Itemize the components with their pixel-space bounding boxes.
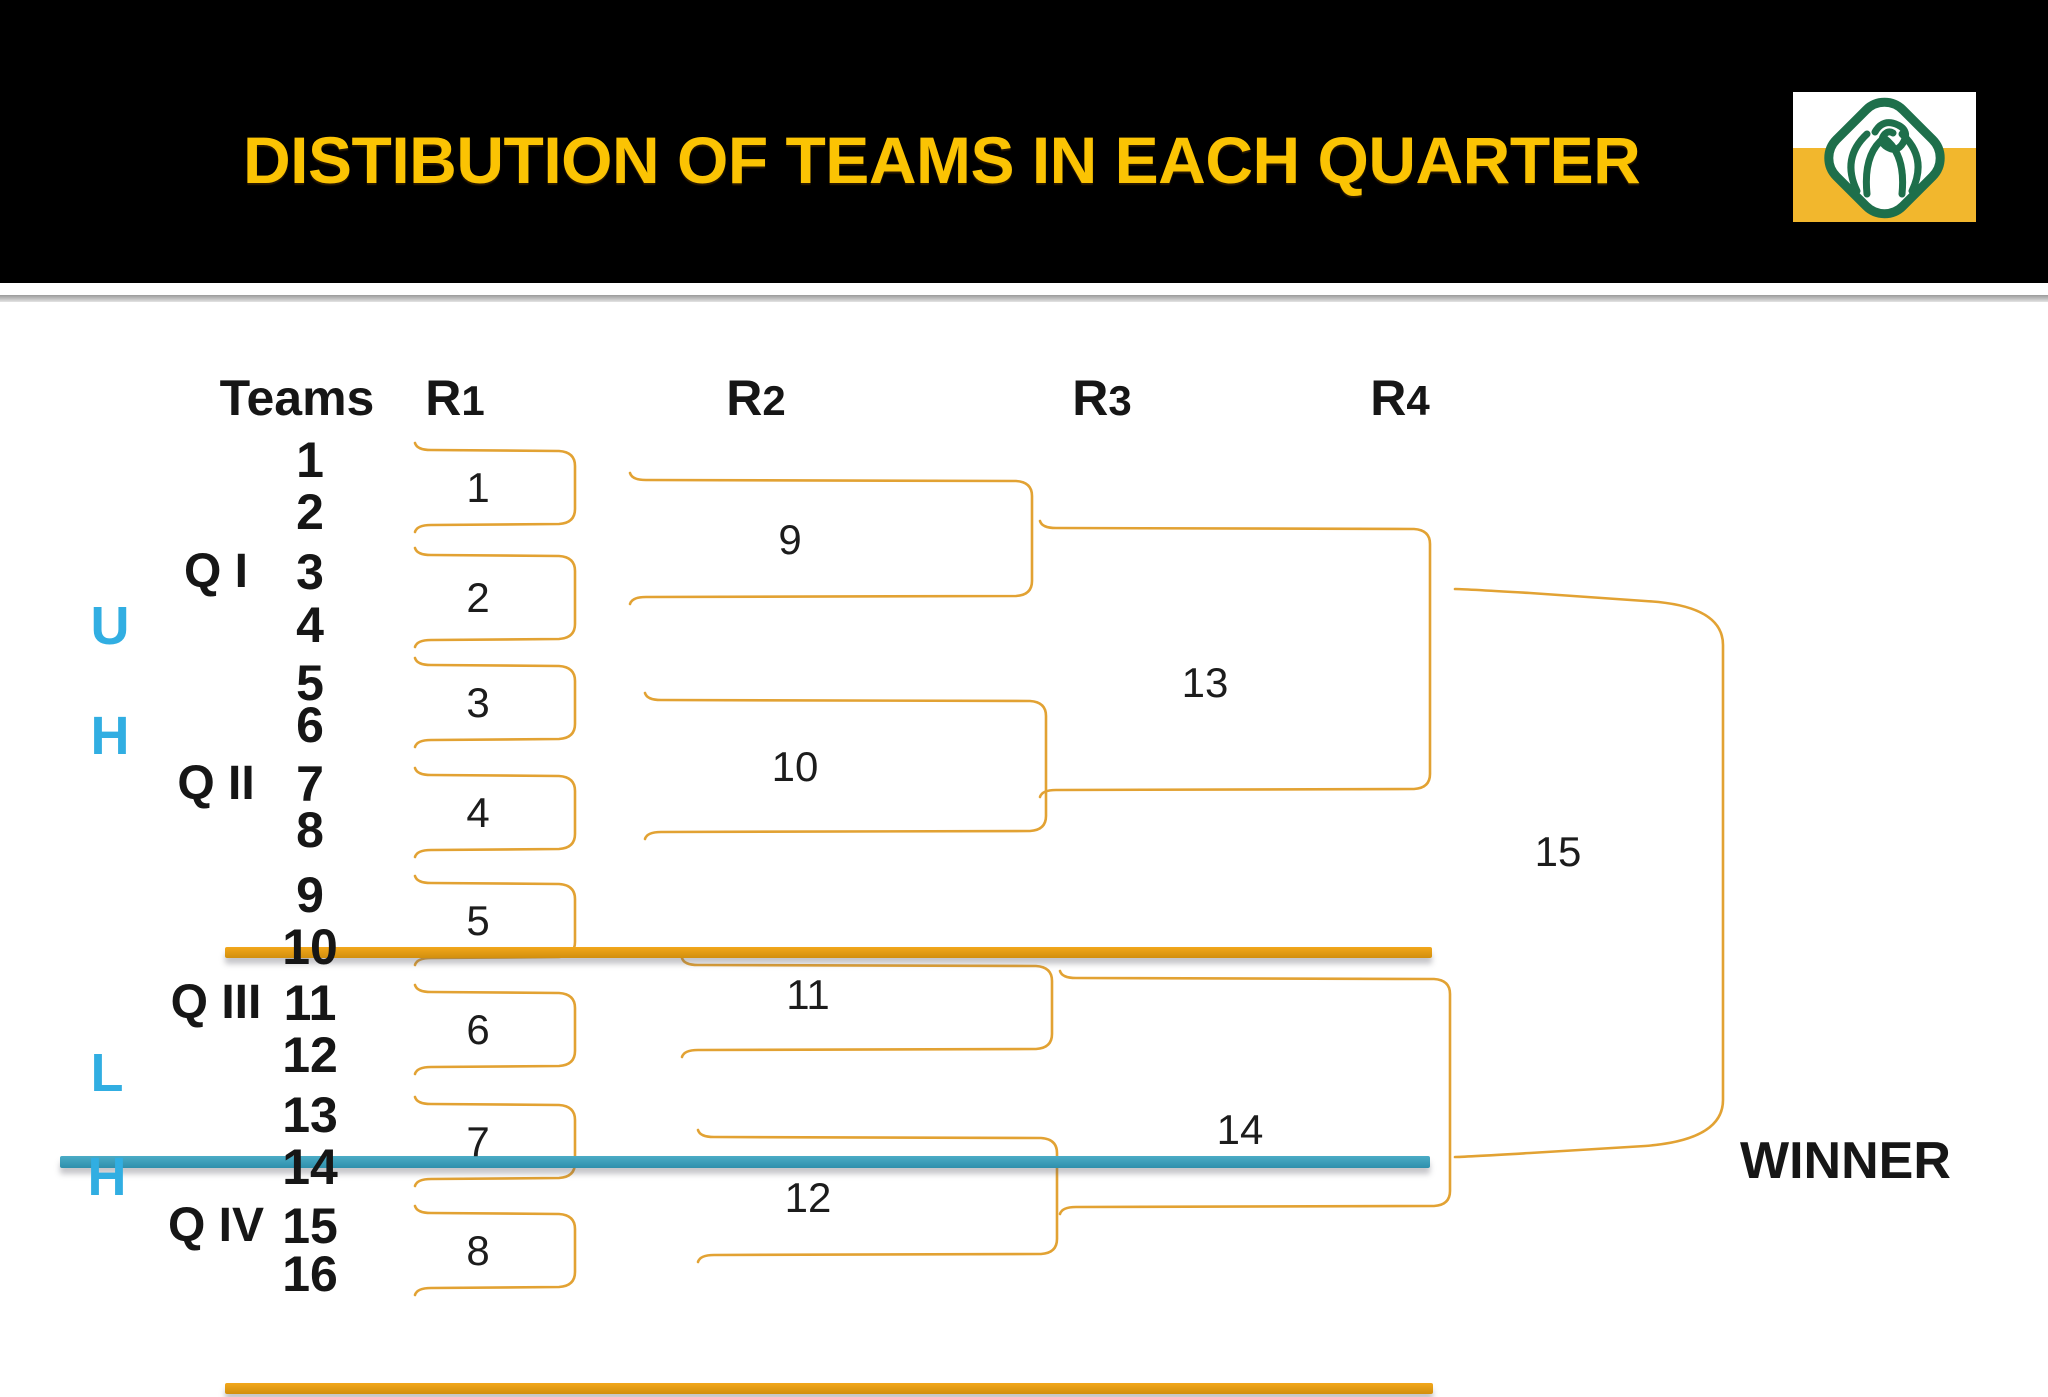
match-bracket-10 [643,691,1048,841]
team-number-13: 13 [282,1087,338,1143]
column-header-round-4: R4 [1370,373,1429,423]
match-bracket-8 [413,1204,577,1297]
team-number-16: 16 [282,1246,338,1302]
match-bracket-3 [413,656,577,749]
half-divider [60,1156,1430,1168]
match-label-8: 8 [466,1226,490,1274]
match-label-6: 6 [466,1005,490,1053]
team-number-3: 3 [296,544,324,600]
team-number-1: 1 [296,432,324,488]
match-bracket-2 [413,546,577,649]
team-number-8: 8 [296,802,324,858]
quarter-label-1: Q I [183,545,249,598]
team-number-6: 6 [296,697,324,753]
column-header-round-2: R2 [726,373,785,423]
round-letter: R [1370,370,1407,426]
logo-rose-icon [1847,119,1922,198]
slide-title: DISTIBUTION OF TEAMS IN EACH QUARTER [243,123,1641,197]
quarter1-2-divider [225,947,1432,958]
column-header-round-1: R1 [425,373,484,423]
column-header-teams: Teams [219,370,375,426]
quarter-label-2: Q II [177,757,255,810]
match-bracket-6 [413,983,577,1076]
match-bracket-1 [413,441,577,534]
team-number-4: 4 [296,597,324,653]
match-bracket-9 [628,471,1034,606]
round-number: 2 [762,377,786,424]
match-label-final: 15 [1534,828,1582,875]
round-letter: R [726,370,763,426]
match-bracket-5 [413,874,577,967]
match-bracket-15 [1453,587,1725,1159]
match-label-1: 1 [466,463,490,511]
match-label-12: 12 [784,1174,832,1221]
match-bracket-14 [1058,969,1452,1216]
team-number-2: 2 [296,484,324,540]
round-number: 3 [1108,377,1132,424]
match-label-5: 5 [466,896,490,944]
team-number-5: 5 [296,655,324,711]
match-label-3: 3 [466,678,490,726]
match-label-13: 13 [1181,659,1229,706]
match-bracket-4 [413,766,577,859]
team-number-7: 7 [296,756,324,812]
column-header-round-3: R3 [1072,373,1131,423]
bracket-diagram: WINNER Teams R1 R2 R3 R4 1 2 3 4 5 6 7 8 9 10 11 12 13 14 1… [0,303,2048,1397]
team-number-10: 10 [282,919,338,975]
quarter-label-4: Q IV [167,1199,265,1252]
team-number-9: 9 [296,867,324,923]
header-separator [0,295,2048,302]
match-bracket-11 [680,956,1054,1059]
round-number: 1 [461,377,485,424]
match-label-7: 7 [466,1117,490,1165]
team-number-11: 11 [283,975,337,1031]
match-label-2: 2 [466,573,490,621]
upper-half-letter-h: H [90,706,130,766]
match-label-10: 10 [771,743,819,790]
rose-emblem-logo [1793,92,1976,222]
match-label-11: 11 [786,971,830,1018]
title-bar: DISTIBUTION OF TEAMS IN EACH QUARTER [0,0,2048,283]
round-letter: R [1072,370,1109,426]
match-label-4: 4 [466,788,490,836]
lower-half-letter-l: L [90,1043,124,1103]
lower-half-letter-h: H [87,1147,127,1207]
quarter-label-3: Q III [170,976,262,1029]
winner-label: WINNER [1740,1132,1951,1190]
match-label-9: 9 [778,516,802,563]
match-bracket-13 [1038,519,1432,799]
quarter3-4-divider [225,1383,1433,1394]
round-number: 4 [1406,377,1430,424]
match-bracket-7 [413,1095,577,1188]
upper-half-letter-u: U [90,596,130,656]
match-bracket-12 [696,1128,1059,1264]
team-number-15: 15 [282,1198,338,1254]
round-letter: R [425,370,462,426]
team-number-14: 14 [282,1139,338,1195]
team-number-12: 12 [282,1027,338,1083]
match-label-14: 14 [1216,1106,1264,1153]
